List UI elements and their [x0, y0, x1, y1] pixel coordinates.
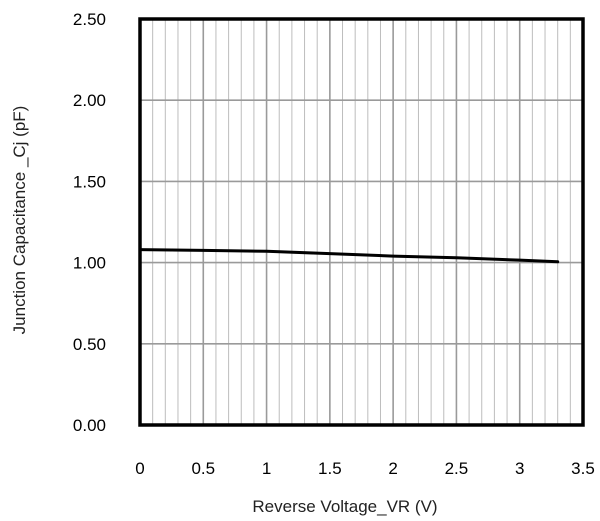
- x-tick-label: 1: [262, 459, 271, 478]
- x-tick-label: 1.5: [318, 459, 342, 478]
- major-gridlines: [140, 19, 583, 425]
- x-tick-label: 3: [515, 459, 524, 478]
- x-tick-label: 0: [135, 459, 144, 478]
- x-tick-label: 2: [388, 459, 397, 478]
- y-tick-label: 2.50: [73, 10, 106, 29]
- x-axis-title: Reverse Voltage_VR (V): [252, 497, 437, 516]
- x-tick-label: 2.5: [445, 459, 469, 478]
- series-layer: [138, 248, 560, 264]
- x-tick-labels: 0 0.5 1 1.5 2 2.5 3 3.5: [135, 459, 595, 478]
- plot-area-frame: [138, 17, 585, 427]
- y-tick-label: 2.00: [73, 91, 106, 110]
- minor-gridlines: [152, 19, 571, 425]
- y-tick-label: 0.00: [73, 416, 106, 435]
- capacitance-series-line: [138, 248, 560, 264]
- x-tick-label: 0.5: [191, 459, 215, 478]
- y-tick-labels: 0.00 0.50 1.00 1.50 2.00 2.50: [73, 10, 106, 435]
- y-tick-label: 1.00: [73, 254, 106, 273]
- y-tick-label: 1.50: [73, 172, 106, 191]
- y-tick-label: 0.50: [73, 335, 106, 354]
- x-tick-label: 3.5: [571, 459, 595, 478]
- y-axis-title: Junction Capacitance _Cj (pF): [10, 106, 29, 335]
